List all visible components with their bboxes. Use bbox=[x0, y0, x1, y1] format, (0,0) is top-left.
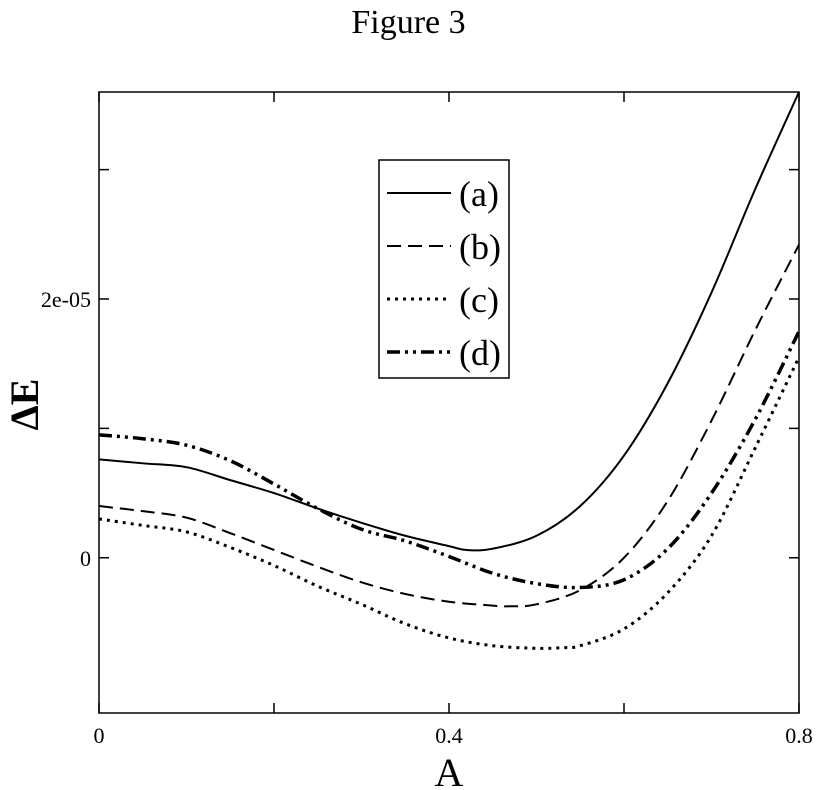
legend-label: (c) bbox=[459, 280, 499, 320]
y-axis-label: ΔE bbox=[2, 379, 47, 431]
x-axis-label: A bbox=[435, 750, 464, 790]
plot-frame bbox=[98, 91, 800, 714]
x-tick-label: 0.8 bbox=[785, 723, 813, 748]
legend-label: (a) bbox=[459, 174, 499, 214]
legend-label: (b) bbox=[459, 227, 501, 267]
y-tick-label: 2e-05 bbox=[41, 287, 91, 312]
chart-title: Figure 3 bbox=[351, 4, 466, 41]
legend-label: (d) bbox=[459, 333, 501, 373]
series-line-a bbox=[99, 92, 799, 552]
y-tick-label: 0 bbox=[80, 546, 91, 571]
series-line-b bbox=[99, 244, 799, 608]
x-tick-label: 0.4 bbox=[435, 723, 463, 748]
series-line-d bbox=[99, 330, 799, 590]
x-tick-label: 0 bbox=[94, 723, 105, 748]
legend-box bbox=[378, 159, 510, 379]
series-line-c bbox=[99, 356, 799, 650]
